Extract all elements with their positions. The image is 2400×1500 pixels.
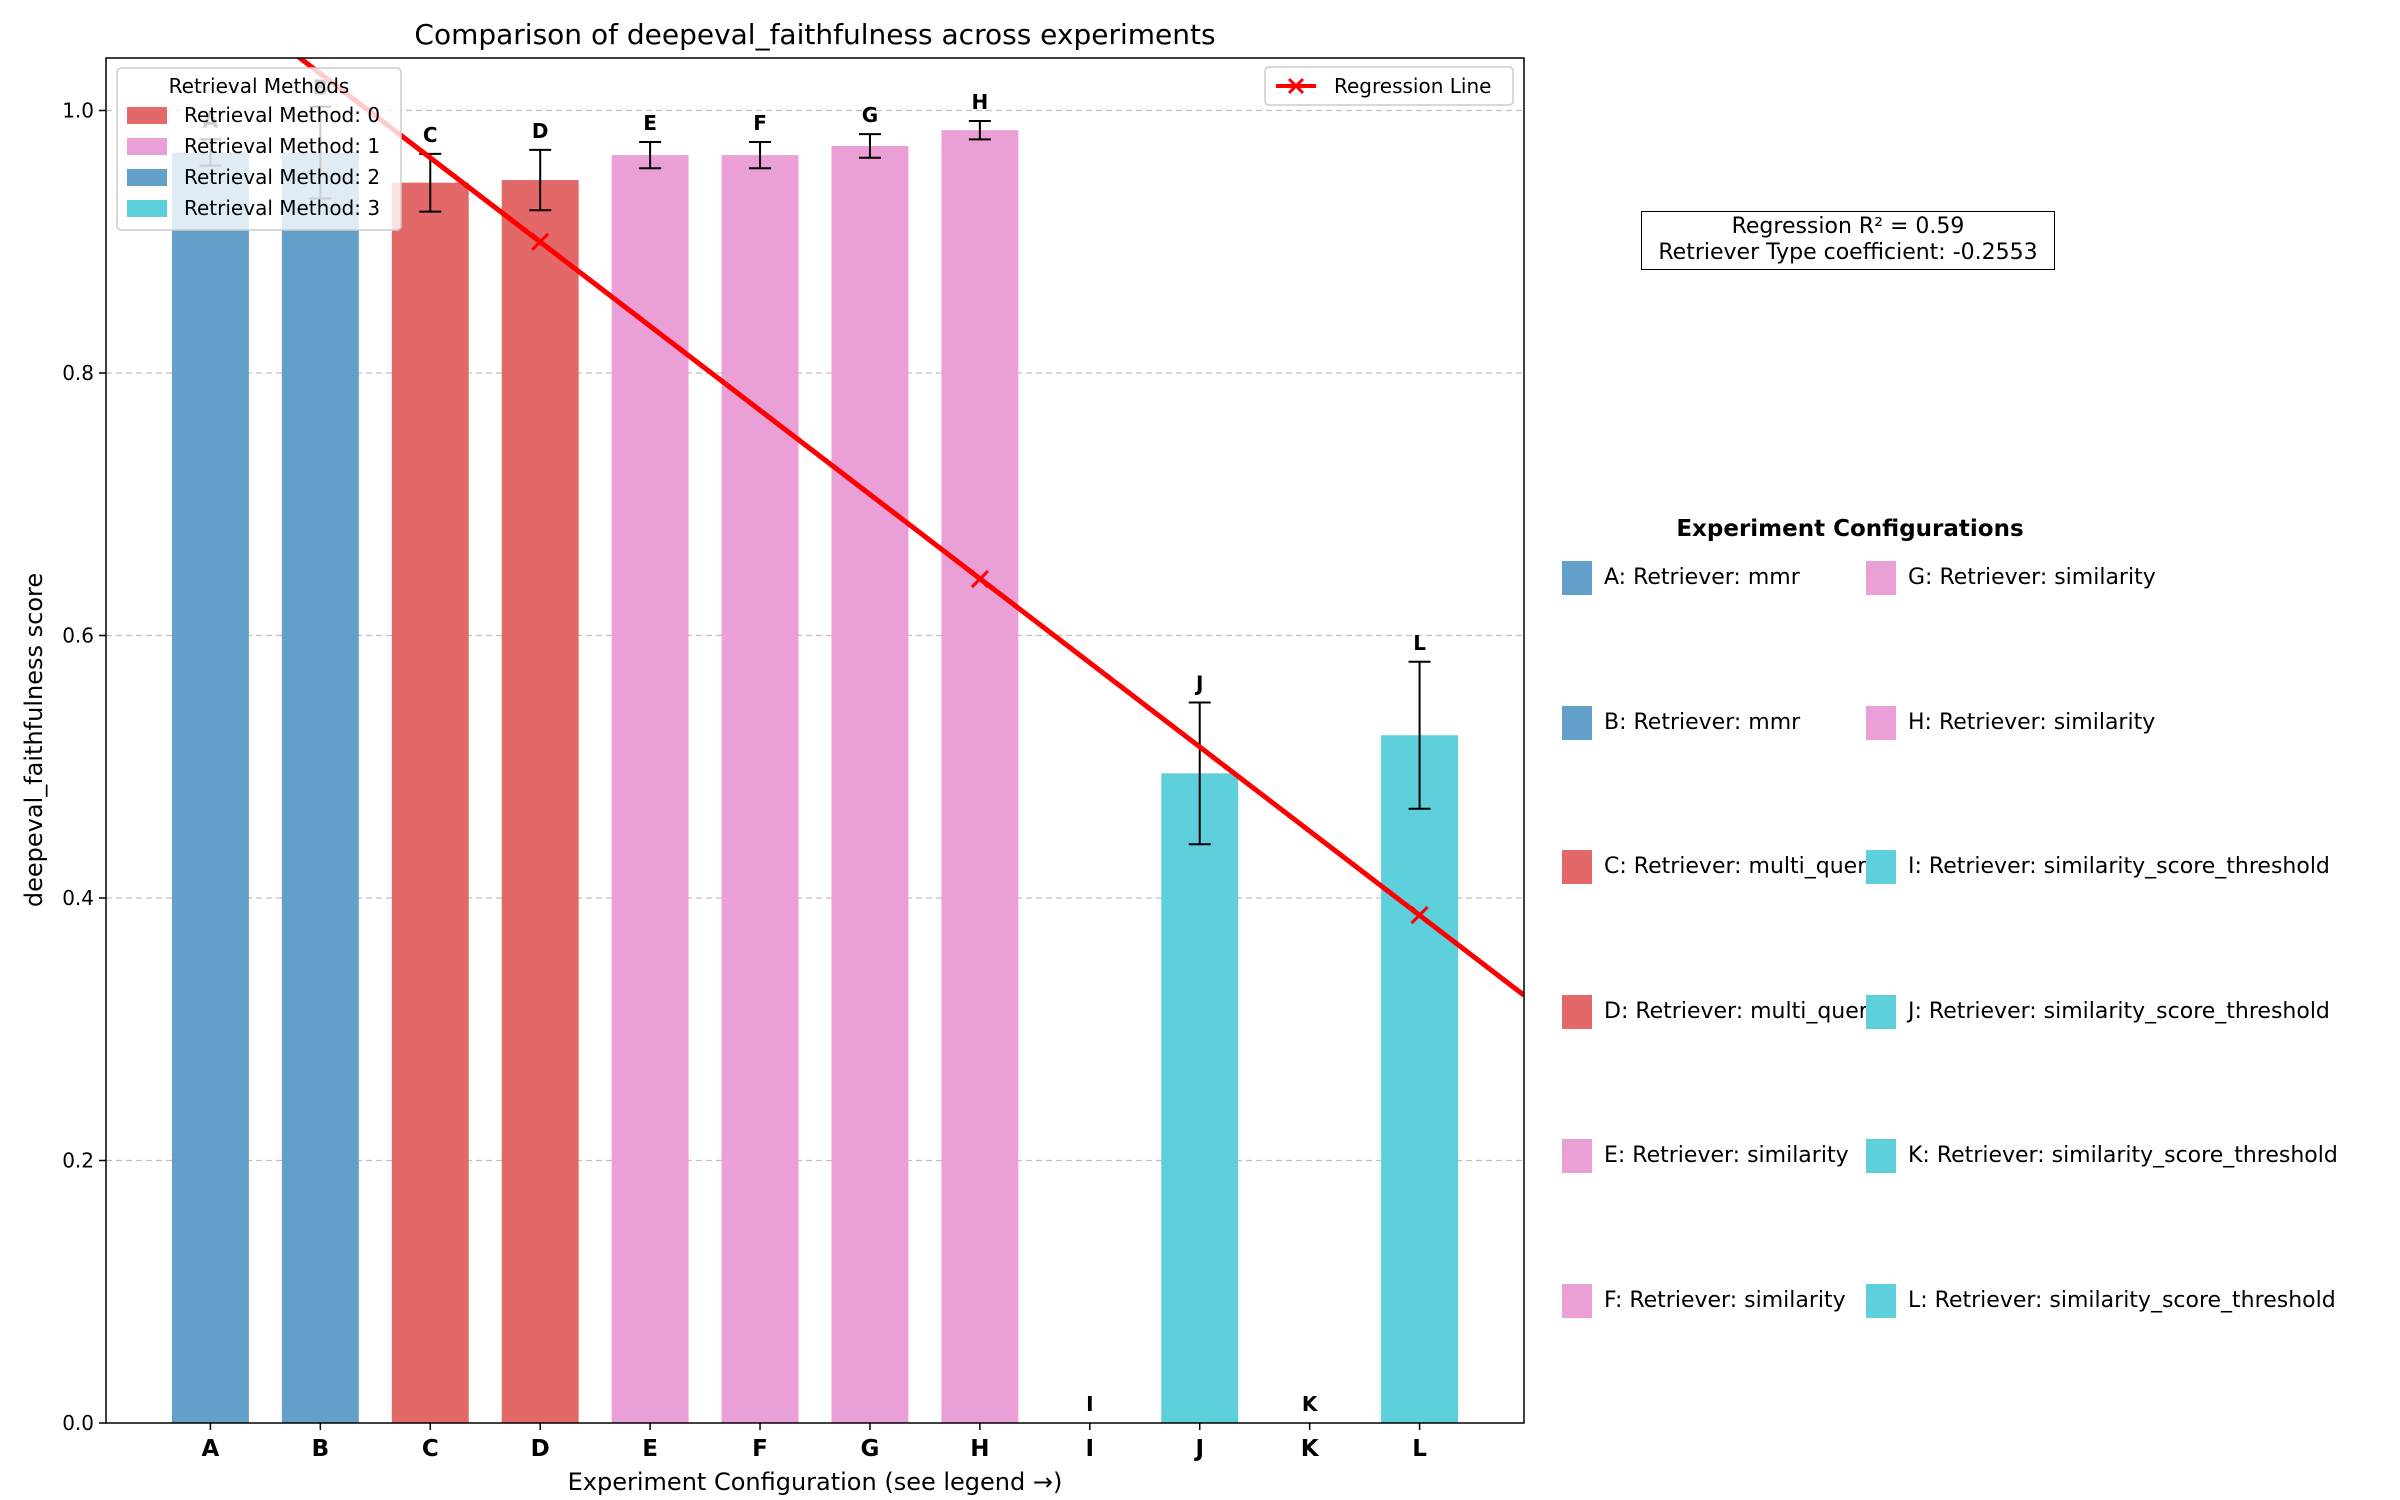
method-legend-swatch-2 [127, 169, 167, 186]
config-legend-label: C: Retriever: multi_query [1604, 854, 1880, 879]
config-legend-label: H: Retriever: similarity [1908, 709, 2156, 735]
y-axis: 0.0 0.2 0.4 0.6 0.8 1.0 [62, 99, 106, 1435]
config-legend-swatch [1562, 850, 1592, 884]
bar-G [831, 145, 909, 1423]
y-tick-label: 0.8 [62, 361, 94, 385]
config-legend-swatch [1866, 561, 1896, 595]
x-tick-label-L: L [1412, 1436, 1427, 1462]
x-axis-label: Experiment Configuration (see legend →) [568, 1468, 1063, 1496]
plot-frame [105, 57, 1525, 1424]
config-legend-swatch [1562, 705, 1592, 740]
config-legend-label: F: Retriever: similarity [1604, 1287, 1846, 1313]
grid [106, 109, 1524, 1162]
x-tick-label-H: H [970, 1436, 989, 1462]
x-tick-label-E: E [642, 1436, 658, 1462]
bar-label-C: C [423, 123, 438, 147]
bar-label-F: F [753, 111, 767, 135]
bar-label-I: I [1086, 1392, 1093, 1416]
method-legend-entry-3: Retrieval Method: 3 [184, 196, 380, 220]
config-legend-label: B: Retriever: mmr [1604, 709, 1801, 735]
y-tick-label: 0.6 [62, 624, 94, 648]
config-legend-swatch [1866, 1283, 1896, 1318]
config-legend-swatch [1562, 561, 1592, 595]
x-tick-label-I: I [1086, 1436, 1095, 1462]
config-legend-swatch [1866, 1139, 1896, 1173]
regression-marker [970, 570, 989, 589]
x-axis: A B C D E F G H I J K L [202, 1423, 1427, 1462]
y-tick-label: 0.4 [62, 886, 94, 910]
method-legend-title: Retrieval Methods [169, 74, 350, 98]
x-tick-label-J: J [1193, 1436, 1204, 1462]
bar-J [1161, 773, 1239, 1423]
config-legend-label: J: Retriever: similarity_score_threshold [1908, 998, 2330, 1024]
bar-label-H: H [972, 90, 989, 114]
method-legend-entry-0: Retrieval Method: 0 [184, 103, 380, 127]
config-legend-label: A: Retriever: mmr [1604, 565, 1800, 590]
bar-label-L: L [1413, 631, 1426, 655]
regression-marker [1410, 906, 1429, 925]
config-legend-label: E: Retriever: similarity [1604, 1143, 1849, 1168]
bar-C [391, 182, 469, 1423]
regression-stats-box: Regression R² = 0.59 Retriever Type coef… [1641, 211, 2055, 270]
config-legend-label: L: Retriever: similarity_score_threshold [1908, 1287, 2336, 1313]
config-legend-swatch [1866, 850, 1896, 884]
bar-label-D: D [532, 119, 549, 143]
method-legend-entry-2: Retrieval Method: 2 [184, 165, 380, 189]
x-tick-label-B: B [312, 1436, 330, 1462]
bar-F [721, 155, 799, 1423]
regression-legend-frame [1264, 66, 1514, 106]
regression-legend-label: Regression Line [1334, 74, 1491, 98]
bar-L [1381, 735, 1459, 1423]
bar-A [171, 152, 249, 1423]
config-legend-swatch [1866, 705, 1896, 740]
config-legend-label: G: Retriever: similarity [1908, 565, 2156, 590]
y-tick-label: 0.2 [62, 1149, 94, 1173]
bar-label-E: E [643, 111, 657, 135]
y-axis-label: deepeval_faithfulness score [20, 573, 48, 907]
y-tick-label: 1.0 [62, 99, 94, 123]
bars [171, 130, 1459, 1423]
regression-marker [531, 232, 550, 251]
method-legend-swatch-3 [127, 200, 167, 217]
config-legend-swatch [1562, 1283, 1592, 1318]
bar-E [611, 155, 689, 1423]
config-legend-swatch [1866, 994, 1896, 1029]
config-legend-title: Experiment Configurations [1676, 516, 2024, 542]
bar-label-G: G [862, 103, 878, 127]
x-tick-label-A: A [202, 1436, 220, 1462]
chart-title: Comparison of deepeval_faithfulness acro… [414, 18, 1215, 51]
method-legend-frame [116, 67, 402, 231]
bar-B [281, 152, 359, 1423]
x-tick-label-C: C [422, 1436, 439, 1462]
regression-r2-text: Regression R² = 0.59 [1731, 214, 1965, 239]
config-legend-swatch [1562, 1139, 1592, 1173]
x-tick-label-K: K [1301, 1436, 1320, 1462]
config-legend-swatch [1562, 994, 1592, 1029]
method-legend: Retrieval Methods Retrieval Method: 0 Ret… [116, 67, 402, 231]
regression-legend-marker-icon [1287, 77, 1305, 95]
x-tick-label-F: F [752, 1436, 768, 1462]
config-legend-label: D: Retriever: multi_query [1604, 998, 1881, 1024]
x-tick-label-D: D [531, 1436, 550, 1462]
regression-coefficient-text: Retriever Type coefficient: -0.2553 [1658, 240, 2038, 265]
method-legend-entry-1: Retrieval Method: 1 [184, 134, 380, 158]
bar-label-J: J [1194, 671, 1203, 695]
x-tick-label-G: G [861, 1436, 880, 1462]
config-legend-label: K: Retriever: similarity_score_threshold [1908, 1143, 2338, 1168]
bar-label-K: K [1302, 1392, 1319, 1416]
config-legend-label: I: Retriever: similarity_score_threshold [1908, 854, 2330, 879]
bar-D [501, 180, 579, 1423]
y-tick-label: 0.0 [62, 1411, 94, 1435]
method-legend-swatch-0 [127, 107, 167, 124]
regression-legend: Regression Line [1264, 66, 1514, 106]
method-legend-swatch-1 [127, 138, 167, 155]
bar-H [941, 130, 1019, 1423]
